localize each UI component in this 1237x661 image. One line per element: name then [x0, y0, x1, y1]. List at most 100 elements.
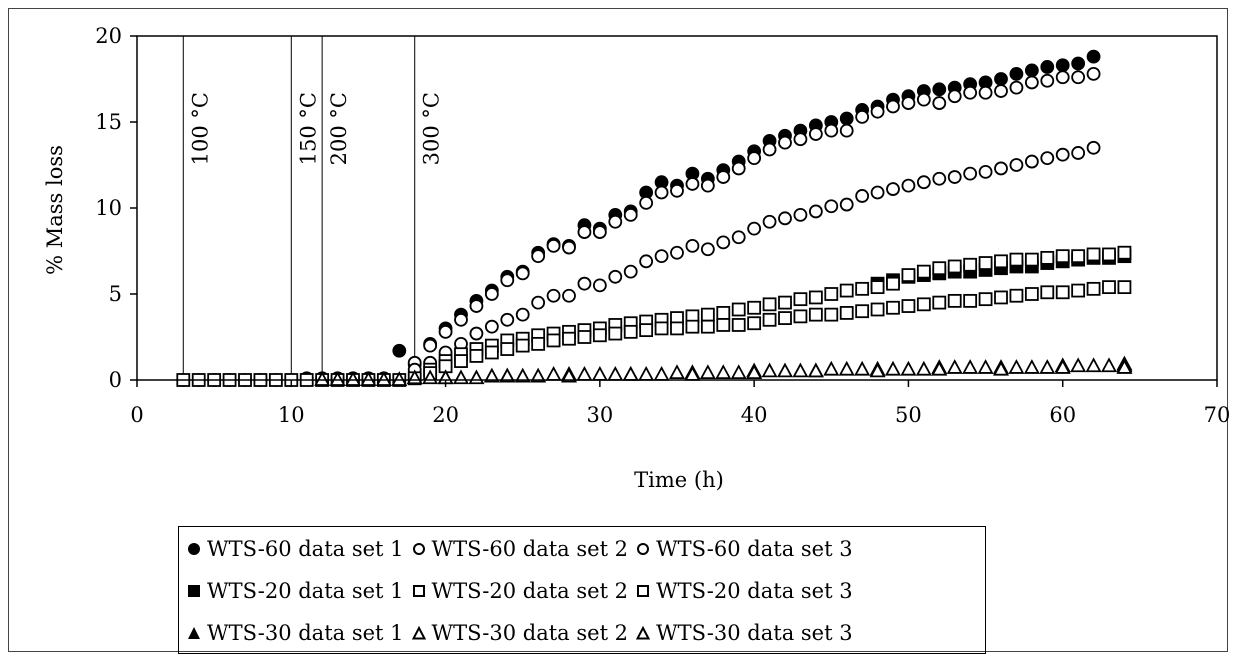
data-point: [639, 323, 654, 338]
data-point: [947, 259, 962, 274]
data-point: [1086, 66, 1101, 81]
data-point: [994, 72, 1008, 86]
data-point: [375, 371, 392, 386]
data-point: [762, 312, 777, 327]
data-point: [963, 166, 978, 181]
data-point: [900, 360, 917, 376]
data-point: [360, 371, 377, 386]
data-point: [886, 99, 900, 114]
data-point: [1009, 252, 1024, 267]
data-point: [654, 185, 669, 200]
data-point: [778, 311, 792, 325]
data-point: [531, 336, 546, 351]
data-point: [484, 287, 499, 301]
data-point: [808, 127, 823, 141]
data-point: [994, 161, 1008, 176]
data-point: [916, 92, 931, 107]
data-point: [500, 312, 515, 327]
data-point: [1040, 73, 1055, 88]
data-point: [1040, 250, 1055, 265]
temperature-markers: 100 °C 150 °C 200 °C 300 °C: [182, 36, 444, 380]
data-point: [668, 364, 686, 380]
data-point: [747, 316, 762, 331]
legend-label: WTS-20 data set 2: [431, 579, 629, 603]
data-point: [670, 321, 684, 336]
data-point: [1117, 280, 1132, 295]
data-point: [730, 364, 747, 380]
data-point: [992, 360, 1010, 376]
data-point: [423, 338, 438, 353]
data-point: [591, 365, 608, 381]
data-point: [653, 365, 670, 381]
data-point: [778, 211, 792, 226]
data-point: [1086, 49, 1101, 64]
data-point: [870, 104, 885, 119]
temperature-marker-label: 200 °C: [327, 92, 351, 165]
data-point: [499, 367, 516, 383]
data-point: [391, 371, 408, 386]
data-point: [654, 321, 669, 336]
data-point: [577, 276, 592, 291]
data-point: [562, 240, 576, 255]
data-point: [700, 307, 715, 322]
data-point: [685, 319, 700, 334]
data-point: [531, 295, 546, 310]
data-point: [932, 96, 947, 110]
data-point: [1070, 357, 1087, 373]
data-point: [946, 359, 963, 374]
data-point: [870, 185, 885, 200]
legend-entry: WTS-20 data set 1: [187, 579, 404, 603]
data-point: [854, 360, 871, 376]
data-point: [1116, 359, 1133, 374]
data-point: [1085, 357, 1102, 373]
data-point: [608, 214, 623, 229]
open-square-icon: [412, 585, 425, 597]
data-point: [962, 359, 979, 374]
data-point: [916, 264, 931, 279]
data-point: [901, 178, 916, 193]
y-axis-title: % Mass loss: [43, 145, 67, 275]
data-point: [932, 295, 947, 310]
data-point: [932, 261, 947, 276]
data-point: [823, 360, 840, 376]
data-point: [623, 324, 638, 339]
data-point: [670, 245, 684, 260]
data-point: [731, 161, 746, 176]
data-point: [716, 170, 731, 184]
data-point: [855, 304, 870, 319]
legend-label: WTS-60 data set 2: [431, 537, 629, 561]
data-point: [622, 365, 639, 381]
data-point: [731, 230, 746, 245]
data-point: [1009, 80, 1024, 95]
data-point: [776, 362, 794, 378]
data-point: [870, 280, 885, 295]
data-point: [500, 342, 515, 356]
data-point: [932, 171, 947, 186]
legend-row-wts-20: WTS-20 data set 1 WTS-20 data set 2 WTS-…: [187, 573, 861, 609]
data-point: [483, 367, 500, 383]
data-point: [778, 135, 792, 150]
data-point: [654, 249, 669, 264]
data-point: [747, 151, 762, 166]
data-point: [314, 371, 331, 386]
legend-label: WTS-20 data set 1: [207, 579, 404, 603]
data-point: [469, 349, 484, 363]
x-tick-label: 10: [278, 403, 305, 427]
temperature-marker-label: 150 °C: [296, 92, 320, 165]
data-point: [994, 290, 1008, 305]
data-point: [546, 288, 561, 303]
data-point: [793, 207, 808, 222]
x-axis-title: Time (h): [634, 468, 724, 492]
data-point: [978, 292, 993, 307]
data-point: [901, 299, 916, 313]
data-point: [1024, 287, 1039, 301]
data-point: [562, 288, 576, 303]
legend-label: WTS-20 data set 3: [656, 579, 853, 603]
data-point: [469, 299, 484, 313]
data-point: [592, 225, 607, 239]
data-point: [515, 266, 530, 281]
legend-label: WTS-30 data set 1: [207, 621, 404, 645]
legend-row-wts-60: WTS-60 data set 1 WTS-60 data set 2 WTS-…: [187, 531, 861, 567]
data-point: [452, 369, 470, 385]
data-point: [531, 249, 546, 264]
